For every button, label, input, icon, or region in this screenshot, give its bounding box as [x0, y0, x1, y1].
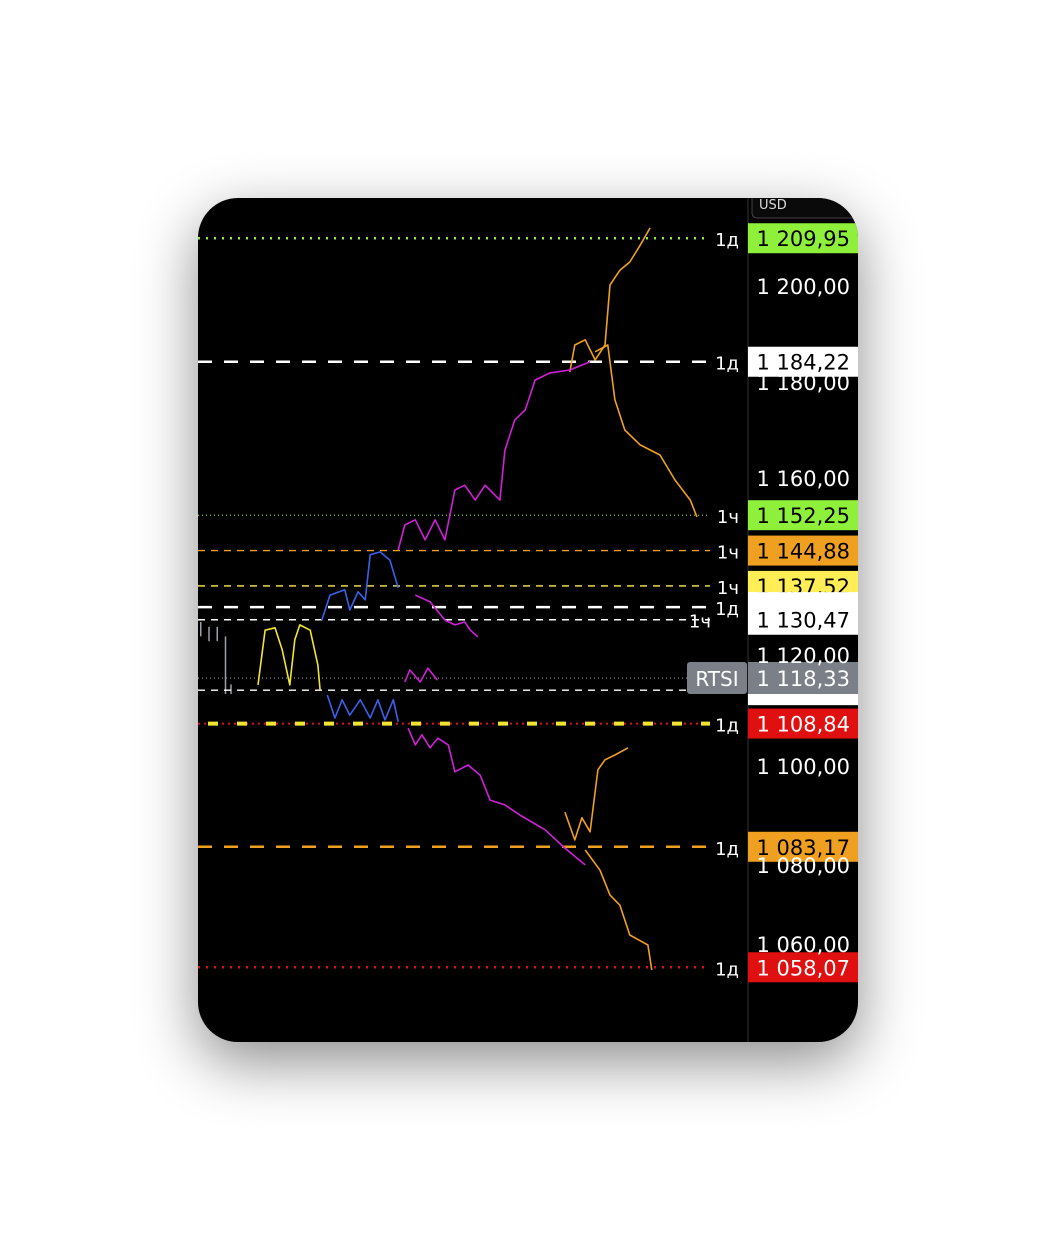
- projection-line: [414, 594, 479, 638]
- level-price-box[interactable]: [748, 346, 858, 377]
- level-price-box[interactable]: [748, 535, 858, 566]
- level-timeframe-label: 1ч: [717, 507, 739, 528]
- projection-line: [569, 227, 651, 373]
- level-price-label: 1 209,95: [756, 227, 850, 251]
- level-price-label: 1 184,22: [756, 351, 850, 375]
- level-timeframe-label: 1д: [715, 716, 739, 737]
- level-timeframe-label: 1ч: [717, 578, 739, 599]
- level-timeframe-label: 1ч: [717, 543, 739, 564]
- y-tick-label: 1 120,00: [756, 644, 850, 668]
- currency-tab[interactable]: [751, 198, 858, 219]
- price-chart[interactable]: USD 1д 1д 1ч 1ч 1ч 1д 1ч 1д 1д 1д 1 209,95 1 184,22 1…: [198, 198, 858, 1042]
- y-tick-label: 1 160,00: [756, 467, 850, 491]
- last-price-box: [748, 662, 858, 695]
- level-price-label: 1 144,88: [756, 540, 850, 564]
- level-price-box[interactable]: [748, 223, 858, 254]
- level-price-label: 1 152,25: [756, 504, 850, 528]
- y-tick-label: 1 100,00: [756, 755, 850, 779]
- projection-line: [397, 361, 591, 551]
- level-price-box[interactable]: [748, 604, 858, 635]
- y-tick-label: 1 080,00: [756, 854, 850, 878]
- level-price-box[interactable]: [748, 952, 858, 983]
- symbol-badge: [687, 662, 747, 695]
- level-price-box[interactable]: [748, 500, 858, 531]
- projection-line: [564, 747, 629, 841]
- level-timeframe-label: 1д: [715, 959, 739, 980]
- level-price-box[interactable]: [748, 708, 858, 739]
- projection-line: [257, 624, 321, 691]
- y-tick-label: 1 200,00: [756, 275, 850, 299]
- level-price-label: 1 108,84: [756, 713, 850, 737]
- level-price-label: 1 083,17: [756, 836, 850, 860]
- projection-line: [321, 551, 399, 621]
- level-price-label: 1 058,07: [756, 956, 850, 980]
- level-timeframe-label: 1д: [715, 599, 739, 620]
- last-price-label: 1 118,33: [756, 667, 850, 691]
- projection-line: [584, 849, 653, 971]
- level-timeframe-label: 1д: [715, 354, 739, 375]
- projection-line: [407, 727, 586, 866]
- currency-label: USD: [759, 198, 787, 213]
- level-timeframe-label: 1д: [715, 839, 739, 860]
- level-timeframe-label: 1д: [715, 230, 739, 251]
- level-price-label: 1 130,47: [756, 609, 850, 633]
- level-timeframe-label: 1ч: [689, 612, 711, 633]
- projection-line: [594, 344, 698, 518]
- symbol-badge-label: RTSI: [695, 667, 738, 691]
- y-tick-label: 1 180,00: [756, 371, 850, 395]
- projection-line: [404, 667, 438, 683]
- projection-line: [326, 694, 399, 722]
- level-price-box[interactable]: [748, 831, 858, 862]
- y-tick-label: 1 060,00: [756, 933, 850, 957]
